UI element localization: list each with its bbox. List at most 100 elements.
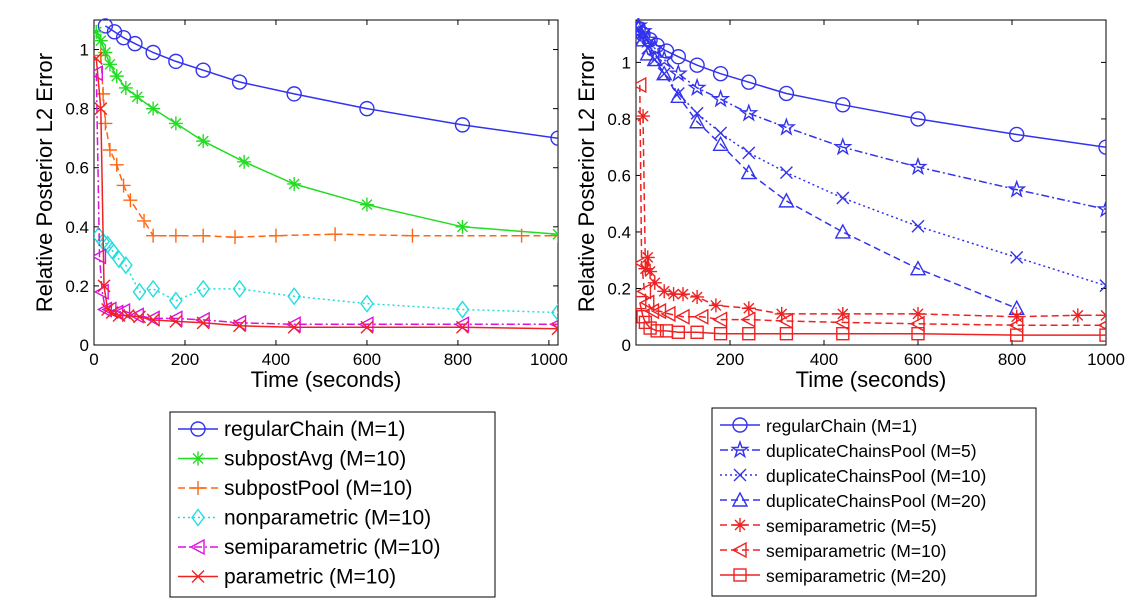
- data-point-triangle-up: [778, 192, 795, 208]
- plot-area: [93, 19, 559, 346]
- data-point-asterisk: [237, 154, 252, 169]
- data-point-triangle-up: [636, 20, 647, 36]
- legend-marker-triangle-left: [189, 538, 205, 556]
- data-point-diamond: [169, 291, 183, 310]
- data-point-x: [742, 146, 756, 160]
- legend-label: semiparametric (M=20): [766, 566, 946, 586]
- data-point-triangle-left: [651, 302, 667, 320]
- legend-entry: duplicateChainsPool (M=10): [720, 466, 986, 486]
- y-tick-label: 0.6: [607, 166, 631, 185]
- data-point-triangle-left: [144, 310, 160, 327]
- legend-entry: semiparametric (M=10): [178, 536, 440, 559]
- legend-marker-plus: [191, 481, 205, 495]
- data-point-square: [1010, 328, 1024, 342]
- left-legend: regularChain (M=1) subpostAvg (M=10) subpo…: [169, 411, 496, 598]
- data-point-triangle-left: [94, 65, 103, 82]
- data-point-asterisk: [690, 289, 705, 304]
- data-point-triangle-up: [712, 135, 729, 152]
- legend-label: subpostAvg (M=10): [224, 448, 406, 471]
- data-point-triangle-up: [656, 65, 673, 81]
- legend-marker-star: [730, 439, 750, 459]
- data-point-asterisk: [287, 176, 302, 191]
- data-point-square: [671, 325, 685, 339]
- data-point-x: [146, 313, 160, 327]
- series-line: [104, 25, 558, 139]
- data-point-x: [455, 320, 469, 334]
- data-point-circle: [1009, 126, 1025, 143]
- legend-label: duplicateChainsPool (M=5): [766, 441, 977, 461]
- data-point-square: [713, 326, 728, 341]
- data-point-diamond: [232, 279, 247, 299]
- data-point-circle: [778, 85, 795, 102]
- data-point-circle: [145, 44, 161, 61]
- data-point-x: [1010, 250, 1024, 264]
- data-point-plus: [551, 228, 558, 243]
- y-axis-label: Relative Posterior L2 Error: [32, 53, 57, 312]
- data-point-plus: [116, 178, 131, 193]
- data-point-x: [112, 308, 126, 322]
- data-point-triangle-left: [674, 308, 690, 325]
- y-tick-label: 0.8: [65, 100, 89, 119]
- data-point-triangle-left: [693, 308, 709, 325]
- series-duplicatechainspool-m-20: [636, 20, 1025, 315]
- legend-entry: duplicateChainsPool (M=20): [720, 491, 986, 511]
- y-tick-label: 0: [622, 336, 631, 355]
- data-point-asterisk: [676, 287, 690, 302]
- y-tick-label: 0.2: [65, 277, 89, 296]
- data-point-square: [643, 321, 657, 335]
- data-point-x: [233, 319, 247, 333]
- data-point-square: [836, 326, 850, 341]
- data-point-asterisk: [636, 109, 651, 124]
- y-axis-label: Relative Posterior L2 Error: [574, 53, 599, 312]
- series-line: [639, 302, 1106, 336]
- legend-marker-x: [733, 468, 747, 482]
- legend-entry: subpostPool (M=10): [178, 477, 413, 500]
- data-point-diamond: [551, 303, 558, 322]
- data-point-asterisk: [911, 306, 925, 321]
- data-point-asterisk: [643, 264, 658, 279]
- legend-entry: parametric (M=10): [178, 566, 396, 589]
- legend-label: regularChain (M=1): [766, 416, 917, 436]
- legend-marker-circle: [732, 417, 748, 433]
- data-point-asterisk: [455, 219, 470, 234]
- legend-label: regularChain (M=1): [224, 418, 406, 441]
- series-subpostavg-m-10: [94, 24, 558, 242]
- data-point-square: [911, 326, 925, 341]
- legend-marker-square: [733, 568, 747, 582]
- x-tick-label: 200: [171, 350, 199, 369]
- data-point-triangle-up: [909, 260, 927, 276]
- data-point-square: [742, 326, 756, 341]
- data-point-x: [714, 126, 728, 140]
- data-point-triangle-left: [834, 314, 850, 331]
- data-point-circle: [106, 24, 123, 40]
- data-point-square: [650, 324, 664, 338]
- data-point-asterisk: [1099, 308, 1106, 323]
- data-point-asterisk: [146, 101, 161, 116]
- data-point-square: [1099, 328, 1106, 342]
- data-point-square: [636, 295, 647, 310]
- data-point-x: [911, 219, 925, 233]
- data-point-x: [836, 191, 850, 205]
- legend-entry: duplicateChainsPool (M=5): [720, 439, 977, 461]
- data-point-x: [779, 166, 793, 180]
- x-tick-label: 1000: [530, 350, 568, 369]
- data-point-asterisk: [657, 284, 672, 299]
- legend-marker-triangle-left: [731, 541, 747, 559]
- legend-entry: subpostAvg (M=10): [178, 448, 406, 471]
- series-line: [637, 25, 1106, 211]
- data-point-plus: [328, 227, 343, 242]
- legend-marker-triangle-up: [731, 491, 749, 507]
- y-tick-label: 0.2: [607, 279, 631, 298]
- data-point-diamond: [360, 294, 374, 313]
- data-point-x: [287, 320, 301, 334]
- legend-label: parametric (M=10): [224, 566, 396, 589]
- series-line: [637, 28, 1106, 287]
- data-point-triangle-left: [740, 311, 756, 328]
- legend-entry: semiparametric (M=5): [720, 516, 937, 536]
- data-point-x: [657, 67, 671, 81]
- data-point-asterisk: [359, 197, 374, 212]
- legend-marker-circle: [190, 421, 206, 437]
- data-point-square: [690, 325, 704, 339]
- legend-label: semiparametric (M=10): [766, 541, 946, 561]
- legend-label: subpostPool (M=10): [224, 477, 413, 500]
